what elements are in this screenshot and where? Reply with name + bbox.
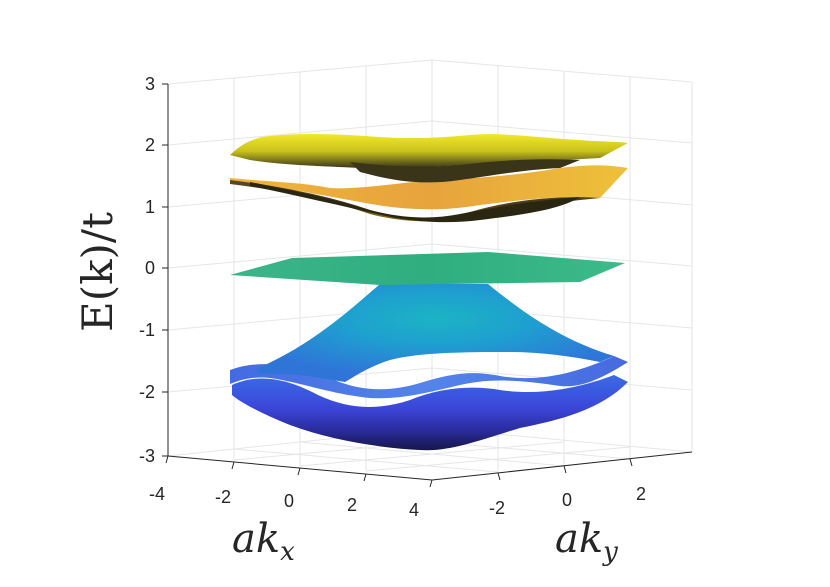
band-5-surface [230, 165, 628, 210]
band-1-surface [232, 375, 628, 451]
y-axis-ticks: -2 0 2 [489, 458, 646, 518]
y-axis-label-main: ak [555, 516, 603, 562]
axis-labels: akx aky E(k)/t [73, 212, 618, 567]
z-axis-label: E(k)/t [73, 212, 122, 332]
band-2-surface [230, 356, 628, 399]
z-tick-label: 0 [145, 258, 155, 278]
y-tick-label: -2 [489, 498, 505, 518]
x-tick-label: -4 [149, 484, 165, 504]
band-3-surface [258, 284, 614, 382]
y-tick-label: 2 [636, 484, 646, 504]
z-tick-label: 1 [145, 197, 155, 217]
y-tick-label: 0 [562, 490, 572, 510]
x-axis-label: akx [232, 516, 295, 567]
y-axis-label-subscript: y [602, 537, 618, 567]
band-6-dip [250, 182, 580, 223]
x-tick-label: 2 [347, 495, 357, 515]
band-6-underside [350, 159, 580, 183]
z-tick-label: -1 [139, 320, 155, 340]
x-axis-label-main: ak [232, 516, 280, 562]
x-axis-label-subscript: x [280, 537, 295, 567]
x-tick-label: -2 [215, 487, 231, 507]
x-axis-ticks: -4 -2 0 2 4 [149, 455, 433, 520]
x-tick-label: 0 [284, 491, 294, 511]
surfaces [230, 133, 628, 451]
band-5-underside [230, 180, 600, 222]
z-tick-label: 3 [145, 74, 155, 94]
z-tick-label: -2 [139, 382, 155, 402]
z-tick-label: -3 [139, 446, 155, 466]
x-tick-label: 4 [409, 500, 419, 520]
y-axis-label: aky [555, 516, 618, 567]
z-tick-label: 2 [145, 135, 155, 155]
band-4-surface [230, 252, 625, 285]
z-axis-ticks: 3 2 1 0 -1 -2 -3 [139, 74, 168, 466]
